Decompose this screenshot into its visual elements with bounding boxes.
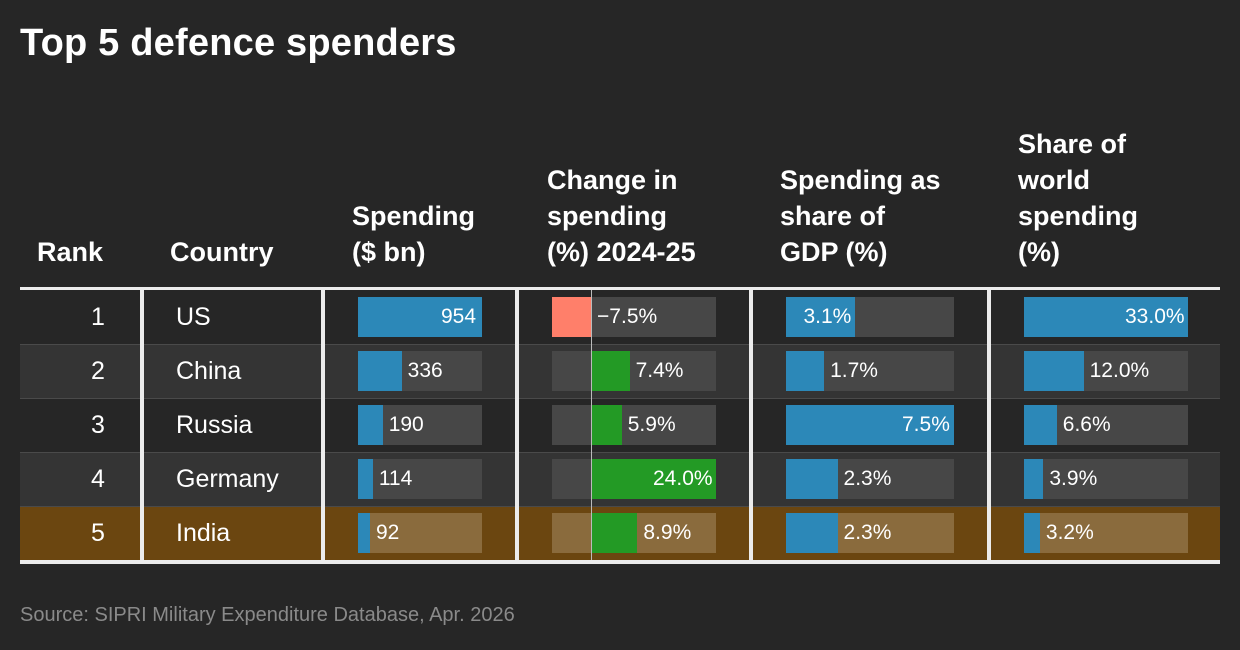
table-top-rule xyxy=(20,287,1220,290)
column-divider xyxy=(321,290,325,560)
spending-label: 954 xyxy=(441,305,477,328)
world-share-label: 3.2% xyxy=(1045,521,1094,544)
gdp-label: 7.5% xyxy=(902,413,950,436)
world-share-track: 3.2% xyxy=(1024,513,1188,553)
world-share-label: 3.9% xyxy=(1049,467,1098,490)
change-bar xyxy=(552,297,592,337)
rank-cell: 2 xyxy=(91,357,105,385)
table-row: 4 Germany 114 24.0% 2.3% 3.9% xyxy=(20,452,1220,506)
spending-label: 92 xyxy=(375,521,400,544)
column-divider xyxy=(987,290,991,560)
world-share-track: 6.6% xyxy=(1024,405,1188,445)
change-zero-line xyxy=(591,290,593,560)
change-track: 8.9% xyxy=(552,513,716,553)
row-divider xyxy=(20,398,1220,399)
gdp-track: 3.1% xyxy=(786,297,954,337)
gdp-label: 2.3% xyxy=(843,467,892,490)
spending-track: 190 xyxy=(358,405,482,445)
header-change: Change in spending (%) 2024-25 xyxy=(547,165,696,267)
world-share-label: 12.0% xyxy=(1089,359,1150,382)
world-share-bar xyxy=(1024,513,1040,553)
spending-bar xyxy=(358,459,373,499)
row-divider xyxy=(20,344,1220,345)
rank-cell: 3 xyxy=(91,411,105,439)
chart-title: Top 5 defence spenders xyxy=(20,22,457,64)
spending-track: 954 xyxy=(358,297,482,337)
column-divider xyxy=(140,290,144,560)
rank-cell: 5 xyxy=(91,519,105,547)
spending-track: 336 xyxy=(358,351,482,391)
change-track: 5.9% xyxy=(552,405,716,445)
change-bar xyxy=(591,513,638,553)
column-divider xyxy=(515,290,519,560)
table-row: 5 India 92 8.9% 2.3% 3.2% xyxy=(20,506,1220,560)
header-world-share: Share of world spending (%) xyxy=(1018,129,1138,267)
world-share-bar xyxy=(1024,459,1044,499)
world-share-track: 33.0% xyxy=(1024,297,1188,337)
spending-track: 92 xyxy=(358,513,482,553)
world-share-label: 6.6% xyxy=(1062,413,1111,436)
change-label: 24.0% xyxy=(653,467,713,490)
world-share-label: 33.0% xyxy=(1125,305,1185,328)
header-country: Country xyxy=(170,237,274,267)
header-rank: Rank xyxy=(37,237,104,267)
gdp-bar xyxy=(786,459,838,499)
change-bar xyxy=(591,351,630,391)
rank-cell: 4 xyxy=(91,465,105,493)
table-row: 2 China 336 7.4% 1.7% 12.0% xyxy=(20,344,1220,398)
spending-track: 114 xyxy=(358,459,482,499)
gdp-label: 3.1% xyxy=(803,305,852,328)
gdp-track: 1.7% xyxy=(786,351,954,391)
gdp-track: 2.3% xyxy=(786,459,954,499)
source-note: Source: SIPRI Military Expenditure Datab… xyxy=(20,604,515,626)
gdp-bar xyxy=(786,513,838,553)
spending-label: 336 xyxy=(407,359,443,382)
change-bar xyxy=(591,405,622,445)
gdp-track: 2.3% xyxy=(786,513,954,553)
change-label: 5.9% xyxy=(627,413,676,436)
rank-cell: 1 xyxy=(91,303,105,331)
spending-bar xyxy=(358,351,402,391)
spending-bar xyxy=(358,405,383,445)
gdp-track: 7.5% xyxy=(786,405,954,445)
gdp-bar xyxy=(786,405,954,445)
row-divider xyxy=(20,452,1220,453)
spending-bar xyxy=(358,513,370,553)
world-share-bar xyxy=(1024,351,1084,391)
change-label: −7.5% xyxy=(597,305,658,328)
change-track: 24.0% xyxy=(552,459,716,499)
country-cell: Germany xyxy=(176,465,279,493)
spending-label: 190 xyxy=(388,413,424,436)
header-gdp: Spending as share of GDP (%) xyxy=(780,165,941,267)
country-cell: US xyxy=(176,303,211,331)
change-track: −7.5% xyxy=(552,297,716,337)
country-cell: India xyxy=(176,519,231,547)
header-spending: Spending ($ bn) xyxy=(352,201,475,267)
row-divider xyxy=(20,506,1220,507)
world-share-bar xyxy=(1024,297,1188,337)
gdp-label: 1.7% xyxy=(830,359,878,382)
country-cell: China xyxy=(176,357,242,385)
table-bottom-rule xyxy=(20,560,1220,564)
gdp-bar xyxy=(786,351,825,391)
data-table: 1 US 954 −7.5% 3.1% 33.0% 2 China 336 7.4% 1.7% 12.… xyxy=(20,287,1220,564)
table-row: 3 Russia 190 5.9% 7.5% 6.6% xyxy=(20,398,1220,452)
column-divider xyxy=(749,290,753,560)
world-share-track: 12.0% xyxy=(1024,351,1188,391)
gdp-bar xyxy=(786,297,856,337)
spending-bar xyxy=(358,297,482,337)
change-label: 7.4% xyxy=(635,359,684,382)
world-share-track: 3.9% xyxy=(1024,459,1188,499)
table-row: 1 US 954 −7.5% 3.1% 33.0% xyxy=(20,290,1220,344)
change-bar xyxy=(591,459,716,499)
change-track: 7.4% xyxy=(552,351,716,391)
country-cell: Russia xyxy=(176,411,253,439)
gdp-label: 2.3% xyxy=(843,521,892,544)
world-share-bar xyxy=(1024,405,1057,445)
change-label: 8.9% xyxy=(643,521,692,544)
spending-label: 114 xyxy=(378,467,413,490)
